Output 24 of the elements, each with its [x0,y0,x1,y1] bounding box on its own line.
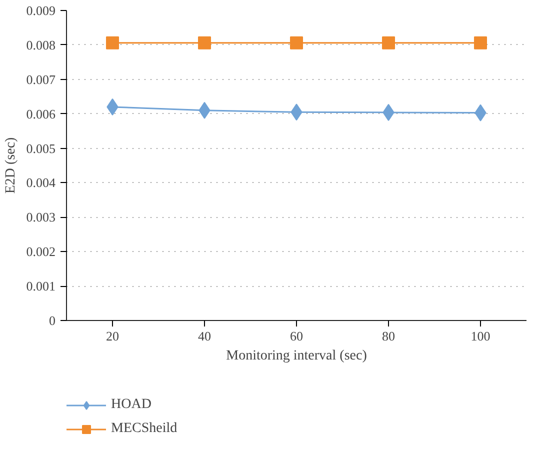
x-tick-label: 20 [106,328,119,344]
legend-label: MECSheild [111,421,178,437]
x-tick-label: 60 [290,328,303,344]
y-tick-label: 0.008 [26,37,56,52]
x-tick-label: 80 [382,328,395,344]
y-tick-label: 0.005 [26,140,56,156]
y-tick-label: 0.003 [26,210,56,225]
point [474,36,487,50]
x-tick-label: 100 [470,328,490,344]
y-tick-label: 0.001 [26,278,56,294]
y-tick-label: 0.002 [26,244,56,260]
y-tick-label: 0.009 [26,3,56,18]
x-axis-title: Monitoring interval (sec) [226,348,368,364]
y-tick-label: 0.006 [26,106,56,122]
y-axis-title: E2D (sec) [3,136,18,194]
x-tick-label: 40 [198,328,211,344]
point [106,36,119,50]
point [382,36,395,50]
point [290,36,303,50]
point [198,36,211,50]
legend-label: HOAD [111,397,152,413]
y-tick-label: 0.007 [26,72,56,87]
y-tick-label: 0 [49,313,56,328]
y-tick-label: 0.004 [26,175,56,190]
